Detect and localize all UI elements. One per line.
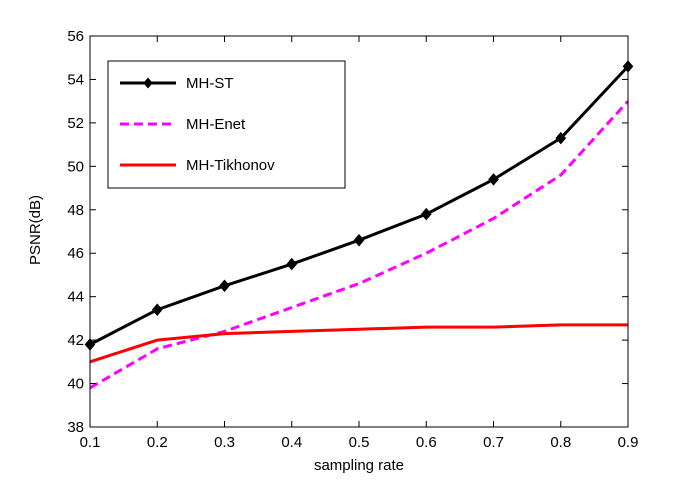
y-tick-label: 50 (67, 158, 84, 175)
y-tick-label: 42 (67, 332, 84, 349)
x-axis-label: sampling rate (314, 457, 404, 474)
series-line-mh-enet (89, 100, 630, 390)
x-tick-label: 0.7 (483, 434, 504, 451)
y-tick-label: 56 (67, 28, 84, 45)
legend-label: MH-Tikhonov (186, 157, 275, 174)
legend-marker (143, 77, 153, 89)
y-axis-label: PSNR(dB) (27, 195, 44, 265)
x-tick-label: 0.3 (214, 434, 235, 451)
series-line-mh-tikhonov (89, 323, 628, 364)
legend-label: MH-ST (186, 75, 234, 92)
x-tick-label: 0.2 (147, 434, 168, 451)
data-point-mh-st-1 (151, 303, 163, 316)
x-tick-label: 0.9 (618, 434, 639, 451)
y-tick-label: 54 (67, 71, 84, 88)
x-tick-label: 0.4 (281, 434, 302, 451)
x-tick-label: 0.1 (80, 434, 101, 451)
x-tick-label: 0.6 (416, 434, 437, 451)
y-tick-label: 46 (67, 245, 84, 262)
y-tick-label: 40 (67, 376, 84, 393)
data-point-mh-st-6 (488, 173, 499, 186)
data-point-mh-st-2 (219, 279, 230, 293)
x-tick-label: 0.8 (550, 434, 571, 451)
axes: 0.1 0.2 0.3 0.4 0.5 0.6 0.7 0.8 0.9 38 40 42 44 46 48 5… (67, 28, 638, 451)
y-tick-label: 38 (67, 419, 84, 436)
y-tick-label: 48 (67, 202, 84, 219)
data-point-mh-st-7 (555, 131, 567, 145)
data-point-mh-st-5 (420, 207, 432, 221)
data-point-mh-st-4 (353, 233, 365, 247)
legend-label: MH-Enet (186, 116, 246, 133)
y-tick-label: 44 (67, 289, 84, 306)
y-tick-label: 52 (67, 115, 84, 132)
data-point-mh-st-3 (286, 257, 298, 271)
legend: MH-ST MH-Enet MH-Tikhonov (107, 60, 346, 189)
x-tick-label: 0.5 (349, 434, 370, 451)
